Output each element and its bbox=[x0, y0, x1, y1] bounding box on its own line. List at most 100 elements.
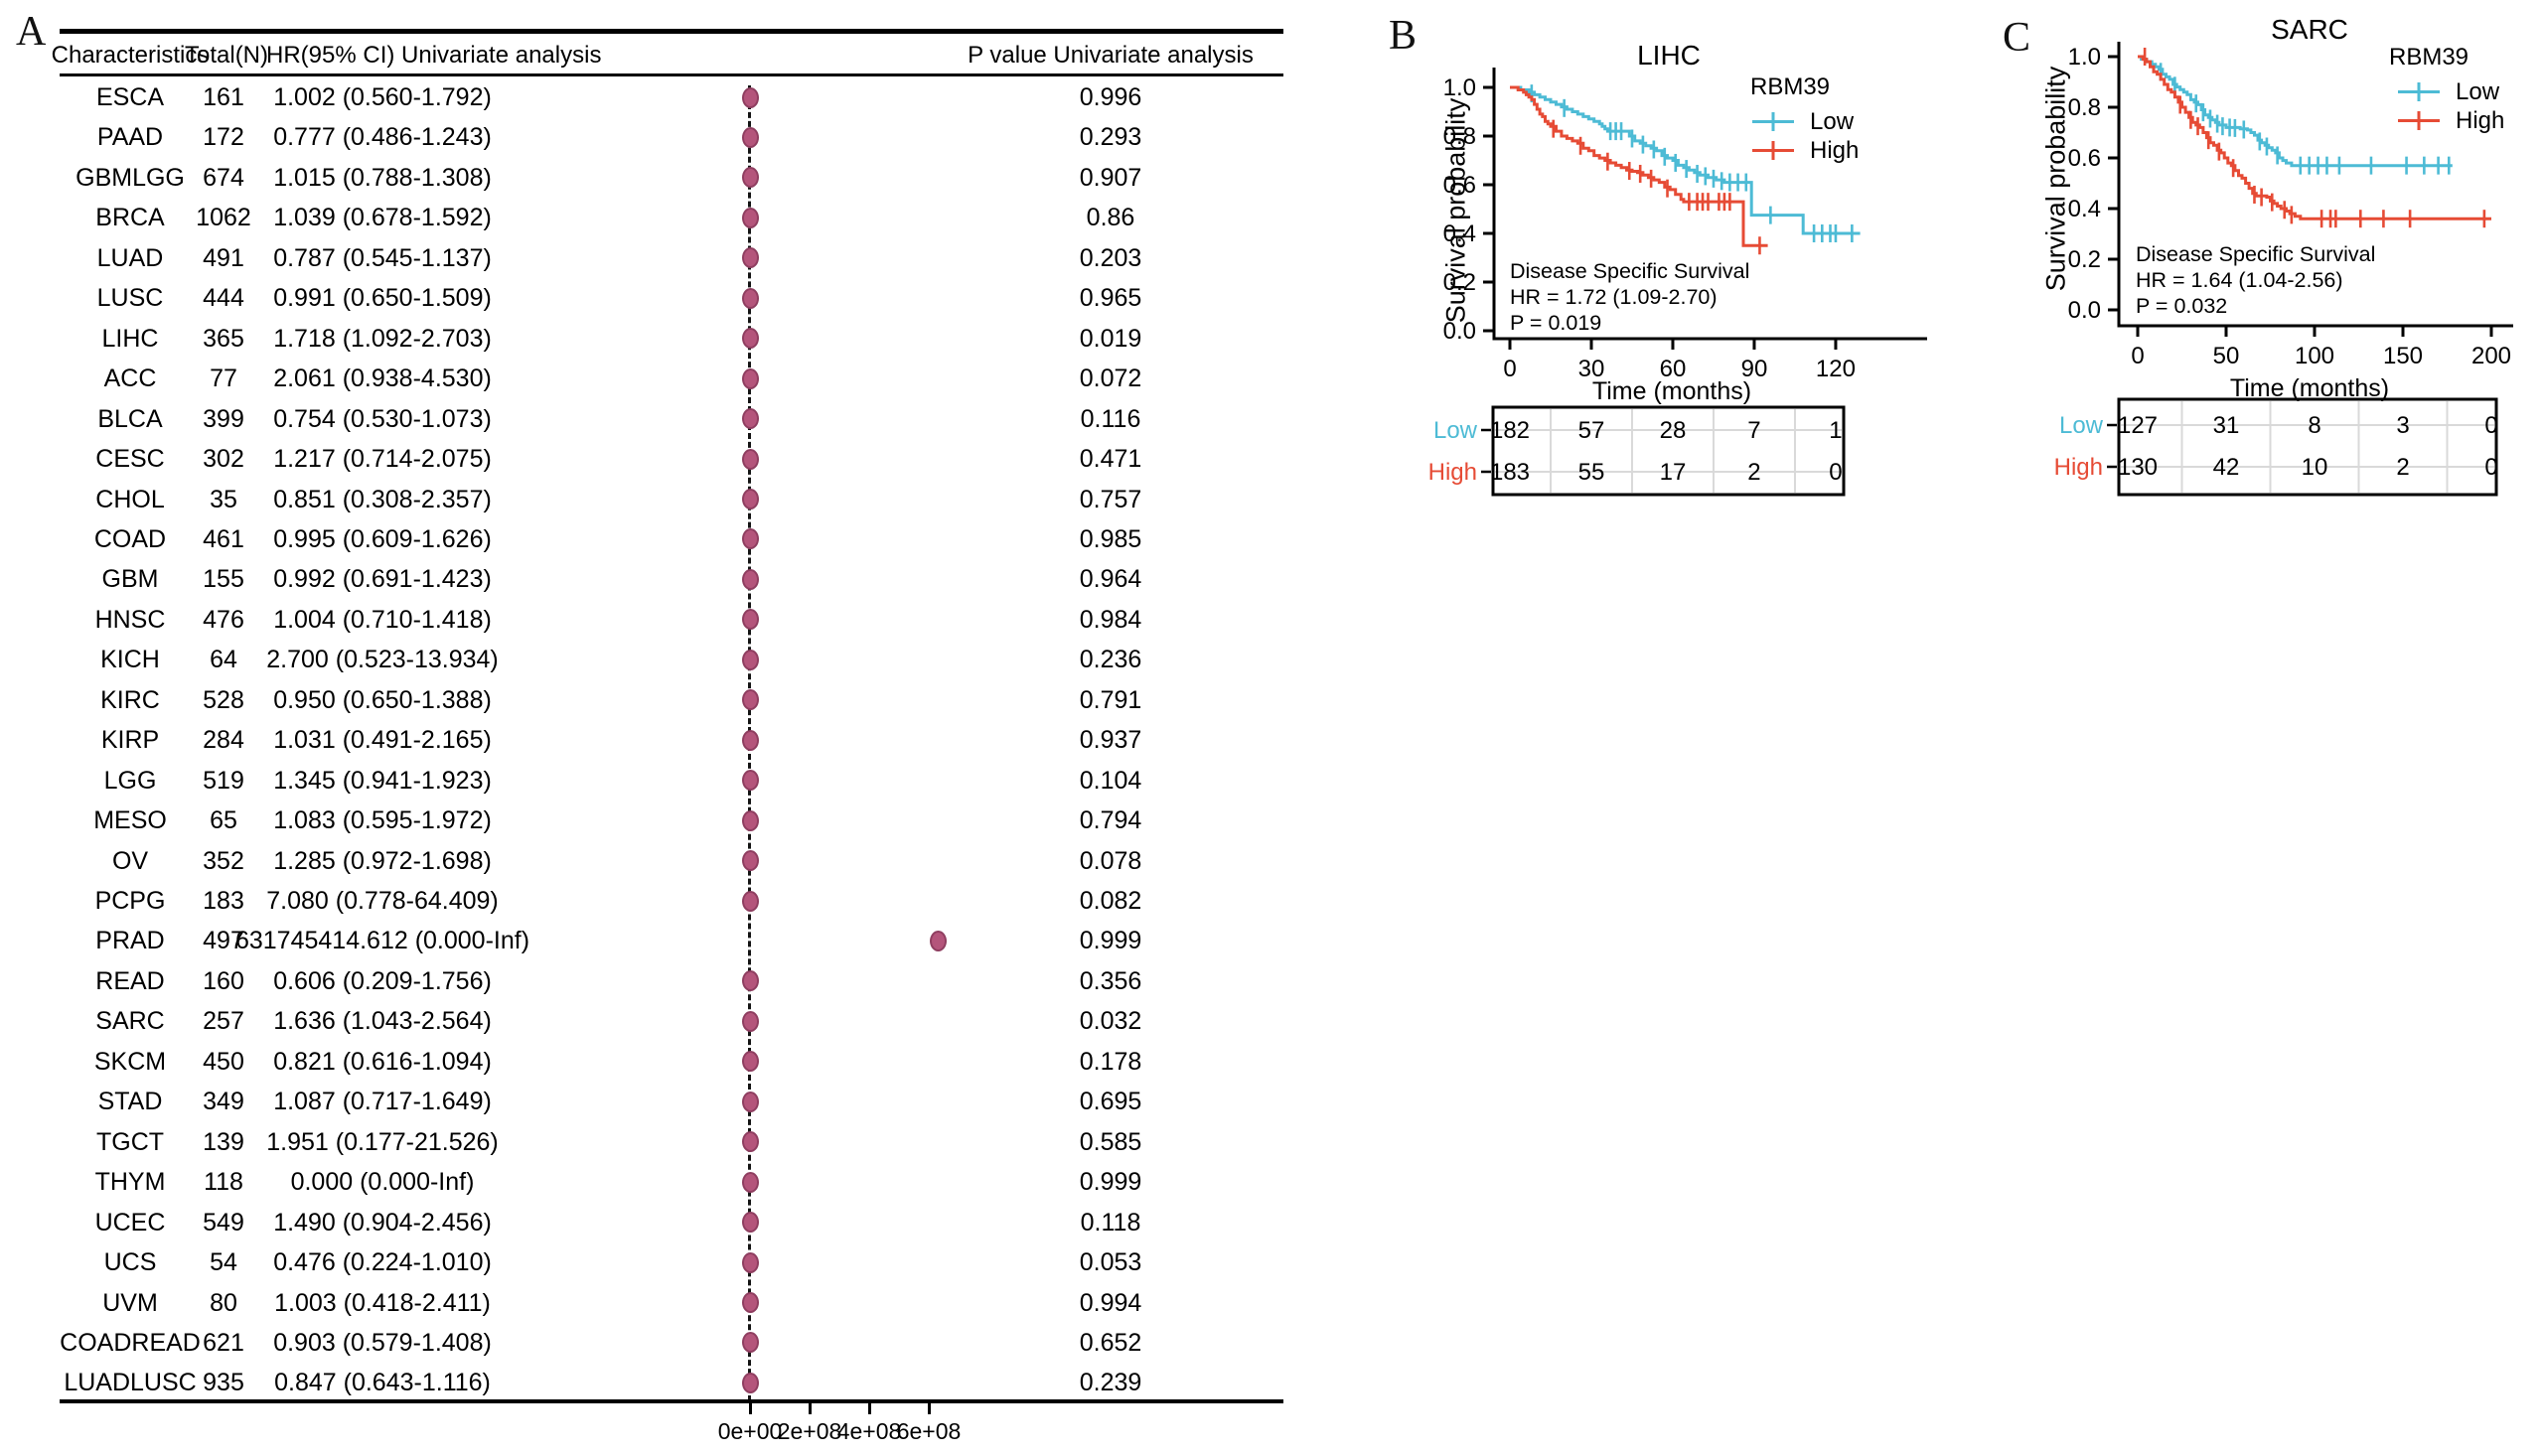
km-c-title: SARC bbox=[2271, 14, 2348, 45]
cell-p-value: 0.652 bbox=[1079, 1328, 1142, 1357]
cell-hr-ci: 1.636 (1.043-2.564) bbox=[273, 1007, 492, 1036]
legend-title: RBM39 bbox=[2388, 44, 2469, 71]
cell-hr-ci: 0.777 (0.486-1.243) bbox=[273, 123, 492, 152]
cell-p-value: 0.791 bbox=[1079, 685, 1142, 714]
x-tick-label: 120 bbox=[1816, 356, 1856, 382]
cell-characteristics: ACC bbox=[103, 364, 157, 393]
hr-dot bbox=[741, 689, 759, 711]
cell-p-value: 0.994 bbox=[1079, 1288, 1142, 1317]
y-tick-label: 0.8 bbox=[2068, 94, 2101, 121]
low-curve-symbol-icon bbox=[2398, 90, 2440, 93]
cell-characteristics: BRCA bbox=[95, 204, 165, 232]
hr-dot bbox=[741, 247, 759, 269]
hr-dot bbox=[741, 809, 759, 831]
risk-count: 1 bbox=[1829, 417, 1842, 444]
x-tick-label: 100 bbox=[2295, 343, 2334, 369]
cell-characteristics: LUAD bbox=[96, 243, 164, 272]
cell-characteristics: PRAD bbox=[95, 927, 165, 955]
cell-total-n: 399 bbox=[203, 404, 244, 433]
risk-count: 0 bbox=[2484, 412, 2497, 439]
hr-dot bbox=[741, 1292, 759, 1313]
cell-hr-ci: 0.992 (0.691-1.423) bbox=[273, 565, 492, 594]
risk-count: 2 bbox=[2396, 454, 2409, 481]
cell-p-value: 0.964 bbox=[1079, 565, 1142, 594]
risk-row-label: High bbox=[2054, 454, 2103, 481]
hr-dot bbox=[741, 1051, 759, 1073]
cell-characteristics: UVM bbox=[102, 1288, 158, 1317]
risk-row-label: Low bbox=[2059, 412, 2104, 439]
cell-total-n: 257 bbox=[203, 1007, 244, 1036]
cell-hr-ci: 0.821 (0.616-1.094) bbox=[273, 1047, 492, 1076]
cell-total-n: 549 bbox=[203, 1208, 244, 1237]
axis-tick bbox=[867, 1401, 871, 1414]
risk-count: 17 bbox=[1660, 459, 1687, 486]
x-tick-label: 150 bbox=[2383, 343, 2423, 369]
axis-tick bbox=[748, 1401, 752, 1414]
cell-hr-ci: 1.951 (0.177-21.526) bbox=[266, 1127, 499, 1156]
hr-dot bbox=[741, 1332, 759, 1354]
legend-label-low: Low bbox=[2456, 77, 2500, 105]
km-b-xlabel: Time (months) bbox=[1591, 377, 1752, 405]
cell-characteristics: CESC bbox=[95, 445, 165, 474]
cell-hr-ci: 631745414.612 (0.000-Inf) bbox=[234, 927, 530, 955]
axis-tick-label: 6e+08 bbox=[896, 1418, 962, 1444]
column-header-p-value: P value Univariate analysis bbox=[968, 42, 1254, 69]
cell-characteristics: UCEC bbox=[94, 1208, 166, 1237]
hr-dot bbox=[741, 1091, 759, 1112]
cell-total-n: 161 bbox=[203, 83, 244, 111]
cell-total-n: 476 bbox=[203, 605, 244, 634]
column-header-characteristics: Characteristics bbox=[51, 42, 210, 69]
cell-total-n: 450 bbox=[203, 1047, 244, 1076]
axis-tick bbox=[927, 1401, 931, 1414]
cell-p-value: 0.118 bbox=[1080, 1208, 1141, 1237]
cell-total-n: 172 bbox=[203, 123, 244, 152]
cell-hr-ci: 0.606 (0.209-1.756) bbox=[273, 966, 492, 995]
km-c-annotation-line2: HR = 1.64 (1.04-2.56) bbox=[2136, 268, 2343, 292]
y-tick-label: 0.0 bbox=[2068, 297, 2101, 324]
cell-total-n: 349 bbox=[203, 1088, 244, 1116]
cell-total-n: 519 bbox=[203, 766, 244, 795]
cell-characteristics: BLCA bbox=[97, 404, 163, 433]
cell-p-value: 0.203 bbox=[1079, 243, 1142, 272]
hr-dot bbox=[741, 328, 759, 350]
y-tick-label: 0.2 bbox=[2068, 246, 2101, 273]
risk-count: 7 bbox=[1747, 417, 1760, 444]
cell-characteristics: UCS bbox=[103, 1248, 157, 1277]
cell-hr-ci: 2.061 (0.938-4.530) bbox=[273, 364, 492, 393]
cell-characteristics: STAD bbox=[97, 1088, 163, 1116]
legend-label-low: Low bbox=[1810, 107, 1855, 135]
km-b-annotation-line3: P = 0.019 bbox=[1510, 311, 1602, 335]
hr-dot bbox=[741, 890, 759, 912]
legend-row-high: High bbox=[2364, 106, 2504, 135]
cell-p-value: 0.032 bbox=[1079, 1007, 1142, 1036]
cell-characteristics: GBM bbox=[101, 565, 159, 594]
legend-label-high: High bbox=[1810, 136, 1860, 164]
risk-count: 130 bbox=[2118, 454, 2158, 481]
risk-count: 182 bbox=[1490, 417, 1530, 444]
cell-hr-ci: 2.700 (0.523-13.934) bbox=[266, 646, 499, 674]
hr-dot bbox=[741, 1372, 759, 1393]
risk-count: 8 bbox=[2308, 412, 2320, 439]
cell-hr-ci: 1.718 (1.092-2.703) bbox=[273, 324, 492, 353]
cell-characteristics: LUADLUSC bbox=[64, 1369, 197, 1397]
cell-characteristics: MESO bbox=[93, 806, 167, 835]
survival-curve-high bbox=[1510, 85, 1768, 247]
hr-dot bbox=[741, 167, 759, 189]
hr-dot bbox=[741, 207, 759, 228]
cell-p-value: 0.86 bbox=[1086, 204, 1135, 232]
cell-characteristics: COADREAD bbox=[60, 1328, 201, 1357]
cell-characteristics: GBMLGG bbox=[75, 163, 185, 192]
cell-total-n: 302 bbox=[203, 445, 244, 474]
cell-characteristics: CHOL bbox=[95, 485, 165, 513]
cell-p-value: 0.019 bbox=[1079, 324, 1142, 353]
cell-total-n: 65 bbox=[210, 806, 237, 835]
km-b-annotation: Disease Specific Survival HR = 1.72 (1.0… bbox=[1510, 258, 1749, 336]
hr-dot bbox=[741, 1010, 759, 1032]
cell-p-value: 0.985 bbox=[1079, 524, 1142, 553]
hr-dot bbox=[741, 970, 759, 992]
cell-total-n: 444 bbox=[203, 284, 244, 313]
cell-total-n: 528 bbox=[203, 685, 244, 714]
cell-p-value: 0.695 bbox=[1079, 1088, 1142, 1116]
cell-p-value: 0.078 bbox=[1079, 846, 1142, 875]
cell-total-n: 674 bbox=[203, 163, 244, 192]
